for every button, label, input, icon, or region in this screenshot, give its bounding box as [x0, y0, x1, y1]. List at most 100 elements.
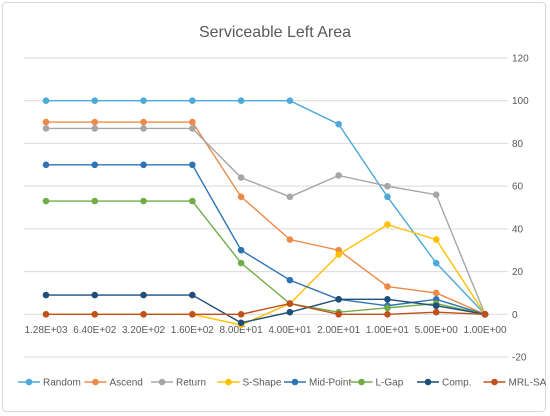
data-point	[140, 291, 147, 299]
legend-marker	[358, 378, 365, 386]
series-lines	[42, 97, 489, 329]
x-tick-label: 5.00E+00	[415, 325, 459, 336]
data-point	[42, 161, 50, 169]
data-point	[189, 125, 196, 132]
data-point	[140, 125, 147, 132]
data-point	[140, 197, 147, 205]
y-tick-label: 100	[512, 96, 529, 107]
data-point	[384, 296, 391, 303]
data-point	[432, 236, 440, 243]
legend-marker	[92, 378, 99, 386]
legend: Random Ascend Return S-Shape Mid-Point L-Gap C…	[18, 378, 547, 389]
y-tick-label: 40	[512, 224, 524, 235]
legend-item: S-Shape	[217, 378, 282, 389]
legend-marker	[424, 378, 432, 386]
data-point	[140, 310, 147, 318]
data-point	[286, 193, 294, 201]
series-line	[46, 302, 486, 315]
data-point	[140, 118, 147, 126]
data-point	[237, 319, 245, 327]
y-tick-label: 60	[512, 182, 524, 193]
x-tick-label: 6.40E+02	[73, 325, 117, 336]
data-point	[140, 161, 147, 169]
data-point	[91, 161, 99, 169]
x-tick-label: 2.00E+01	[317, 325, 361, 336]
data-point	[384, 221, 391, 228]
y-tick-label: 80	[512, 139, 524, 150]
legend-marker	[491, 378, 498, 386]
legend-marker	[25, 378, 33, 386]
legend-item: Mid-Point	[284, 378, 351, 389]
data-point	[42, 291, 50, 299]
y-tick-label: -20	[512, 353, 527, 364]
legend-label: Random	[43, 378, 81, 389]
series-line	[46, 100, 486, 315]
data-point	[237, 246, 245, 254]
data-point	[189, 161, 196, 169]
data-point	[335, 251, 342, 258]
legend-marker	[158, 378, 166, 386]
data-point	[42, 97, 50, 105]
legend-label: L-Gap	[376, 378, 404, 389]
x-tick-label: 1.60E+02	[171, 325, 215, 336]
data-point	[42, 118, 50, 126]
data-point	[481, 310, 489, 318]
data-point	[189, 118, 196, 126]
y-tick-label: 120	[512, 54, 529, 65]
data-point	[335, 172, 342, 179]
series-line	[46, 200, 486, 315]
data-point	[91, 97, 99, 105]
legend-item: Comp.	[417, 378, 471, 389]
data-point	[237, 97, 245, 105]
series-line	[46, 121, 486, 315]
series-mrl-sa	[42, 300, 489, 318]
data-point	[432, 289, 440, 297]
legend-label: S-Shape	[243, 378, 282, 389]
legend-item: Random	[18, 378, 81, 389]
data-point	[286, 308, 294, 316]
data-point	[189, 197, 196, 205]
data-point	[91, 310, 99, 318]
x-tick-label: 4.00E+01	[268, 325, 312, 336]
data-point	[189, 310, 196, 318]
data-point	[286, 300, 294, 307]
data-point	[91, 291, 99, 299]
legend-item: MRL-SA	[483, 378, 547, 389]
data-point	[237, 174, 245, 181]
data-point	[286, 97, 294, 105]
series-line	[46, 294, 486, 324]
y-axis-labels: 120 100 80 60 40 20 0 -20	[512, 54, 529, 364]
x-tick-label: 3.20E+02	[122, 325, 166, 336]
y-tick-label: 20	[512, 267, 524, 278]
legend-item: Return	[151, 378, 206, 389]
data-point	[237, 310, 245, 318]
x-axis-labels: 1.28E+03 6.40E+02 3.20E+02 1.60E+02 8.00E+01…	[24, 325, 507, 336]
data-point	[189, 291, 196, 299]
data-point	[42, 310, 50, 318]
series-mid-point	[42, 161, 489, 318]
data-point	[432, 308, 440, 316]
series-random	[42, 97, 489, 318]
data-point	[384, 193, 391, 201]
chart-frame	[2, 2, 546, 412]
legend-label: Ascend	[110, 378, 143, 389]
data-point	[384, 283, 391, 290]
data-point	[42, 125, 50, 132]
data-point	[432, 302, 440, 310]
series-return	[42, 125, 489, 318]
legend-marker	[225, 378, 232, 386]
x-tick-label: 1.28E+03	[24, 325, 68, 336]
data-point	[237, 259, 245, 267]
legend-item: L-Gap	[350, 378, 404, 389]
series-comp	[42, 291, 489, 327]
data-point	[384, 304, 391, 312]
data-point	[189, 97, 196, 105]
x-tick-label: 1.00E+01	[366, 325, 410, 336]
data-point	[335, 310, 342, 318]
data-point	[335, 120, 342, 128]
data-point	[286, 276, 294, 284]
x-tick-label: 8.00E+01	[220, 325, 264, 336]
legend-item: Ascend	[84, 378, 143, 389]
legend-marker	[291, 378, 299, 386]
